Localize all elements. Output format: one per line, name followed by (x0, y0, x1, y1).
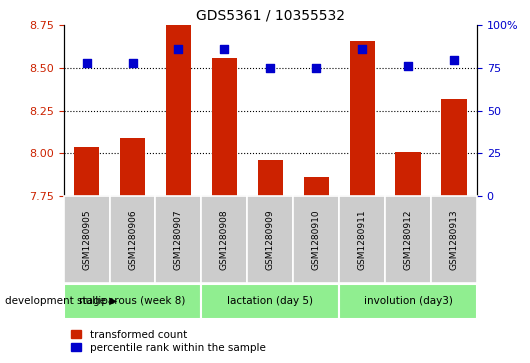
Text: GSM1280905: GSM1280905 (82, 209, 91, 270)
Bar (304, 177, 329, 196)
Bar (441, 99, 467, 196)
FancyBboxPatch shape (155, 196, 201, 283)
Point (220, 46, 228, 52)
FancyBboxPatch shape (64, 284, 201, 319)
Legend: transformed count, percentile rank within the sample: transformed count, percentile rank withi… (69, 327, 268, 355)
Text: GSM1280906: GSM1280906 (128, 209, 137, 270)
Bar (350, 41, 375, 196)
Text: GSM1280911: GSM1280911 (358, 209, 367, 270)
Text: GSM1280907: GSM1280907 (174, 209, 183, 270)
Point (358, 46, 366, 52)
Bar (74, 147, 99, 196)
FancyBboxPatch shape (248, 196, 293, 283)
Text: development stage ▶: development stage ▶ (5, 296, 118, 306)
Text: GSM1280913: GSM1280913 (449, 209, 458, 270)
Bar (258, 160, 283, 196)
FancyBboxPatch shape (385, 196, 431, 283)
Text: GSM1280912: GSM1280912 (404, 209, 412, 270)
FancyBboxPatch shape (110, 196, 155, 283)
FancyBboxPatch shape (201, 196, 248, 283)
Point (312, 65, 321, 71)
Text: lactation (day 5): lactation (day 5) (227, 296, 313, 306)
Point (450, 57, 458, 62)
Bar (120, 138, 145, 196)
Point (174, 46, 183, 52)
Text: GSM1280908: GSM1280908 (220, 209, 229, 270)
Text: GSM1280909: GSM1280909 (266, 209, 275, 270)
Point (128, 60, 137, 66)
Title: GDS5361 / 10355532: GDS5361 / 10355532 (196, 9, 345, 23)
Point (82, 60, 91, 66)
FancyBboxPatch shape (339, 196, 385, 283)
Point (266, 65, 275, 71)
Bar (166, 25, 191, 196)
Text: nulliparous (week 8): nulliparous (week 8) (80, 296, 186, 306)
FancyBboxPatch shape (431, 196, 477, 283)
FancyBboxPatch shape (293, 196, 339, 283)
FancyBboxPatch shape (201, 284, 339, 319)
Point (404, 64, 412, 69)
Bar (211, 58, 237, 196)
FancyBboxPatch shape (64, 196, 110, 283)
Text: GSM1280910: GSM1280910 (312, 209, 321, 270)
Bar (395, 152, 421, 196)
FancyBboxPatch shape (339, 284, 477, 319)
Text: involution (day3): involution (day3) (364, 296, 453, 306)
